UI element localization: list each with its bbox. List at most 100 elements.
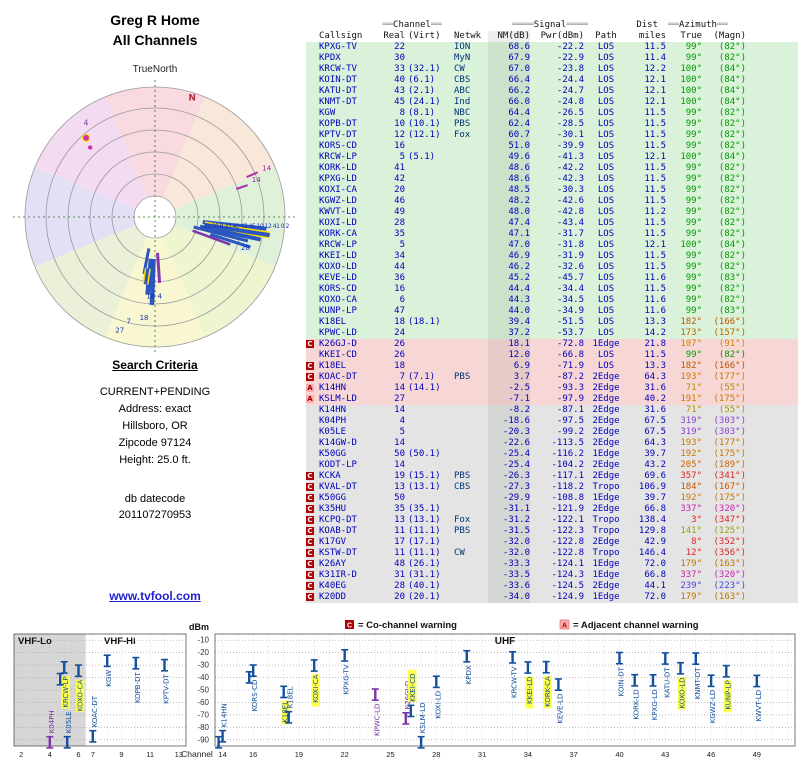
callsign-link[interactable]: K35HU [319, 504, 347, 514]
callsign-link[interactable]: KWVT-LD [319, 207, 357, 217]
callsign-link[interactable]: KPDX [319, 53, 341, 63]
cell-network [450, 185, 488, 196]
callsign-link[interactable]: K14GW-D [319, 438, 357, 448]
callsign-link[interactable]: K04PH [319, 416, 347, 426]
cell-network: CBS [454, 75, 471, 85]
callsign-link[interactable]: K17GV [319, 537, 347, 547]
callsign-link[interactable]: K18EL [319, 317, 347, 327]
callsign-link[interactable]: K05LE [319, 427, 347, 437]
callsign-link[interactable]: KRCW-TV [319, 64, 357, 74]
cell-virtual-channel [405, 207, 450, 218]
table-row: KRCW-LP 5 (5.1) 49.6 -41.3 LOS 12.1 100° (84°) [306, 152, 798, 163]
callsign-link[interactable]: KORS-CD [319, 141, 357, 151]
callsign-link[interactable]: KSTW-DT [319, 548, 357, 558]
callsign-link[interactable]: KKEI-LD [319, 251, 357, 261]
cell-azimuth-magnetic: (163°) [713, 559, 746, 569]
cell-network [450, 383, 488, 394]
cell-path: 2Edge [592, 416, 620, 426]
callsign-link[interactable]: KORK-CA [319, 229, 357, 239]
callsign-link[interactable]: KPTV-DT [319, 130, 357, 140]
callsign-link[interactable]: KPXG-TV [319, 42, 357, 52]
cell-virtual-channel: (10.1) [408, 119, 441, 129]
callsign-link[interactable]: KUNP-LP [319, 306, 357, 316]
station-label: KRCW-LP [62, 676, 70, 707]
callsign-link[interactable]: K14HN [319, 405, 347, 415]
cell-path: LOS [597, 251, 615, 261]
cell-azimuth-magnetic: (82°) [718, 229, 746, 239]
callsign-link[interactable]: KRCW-LP [319, 152, 357, 162]
callsign-link[interactable]: K40EG [319, 581, 347, 591]
signal-marker: KOXI-LD [432, 675, 442, 719]
cell-network [450, 328, 488, 339]
callsign-link[interactable]: KOAB-DT [319, 526, 357, 536]
cell-real-channel: 17 [394, 537, 405, 547]
cell-real-channel: 5 [399, 427, 405, 437]
cell-azimuth-magnetic: (347°) [713, 515, 746, 525]
callsign-link[interactable]: KVAL-DT [319, 482, 357, 492]
x-tick-label: 22 [341, 750, 349, 759]
cell-virtual-channel: (24.1) [408, 97, 441, 107]
callsign-link[interactable]: KEVE-LD [319, 273, 357, 283]
table-row: KOXO-CA 6 44.3 -34.5 LOS 11.6 99° (82°) [306, 295, 798, 306]
table-row: C K40EG 28 (40.1) -33.6 -124.5 2Edge 44.1 239° (2… [306, 581, 798, 592]
search-criteria-line: Height: 25.0 ft. [119, 454, 191, 466]
callsign-link[interactable]: K26AY [319, 559, 347, 569]
header-magn: (Magn) [713, 31, 746, 41]
callsign-link[interactable]: KKEI-CD [319, 350, 357, 360]
cell-power-dbm: -93.3 [556, 383, 584, 393]
callsign-link[interactable]: K50GG [319, 449, 347, 459]
table-row: KKEI-LD 34 46.9 -31.9 LOS 11.5 99° (82°) [306, 251, 798, 262]
table-row: C K35HU 35 (35.1) -31.1 -121.9 2Edge 66.8 337° (3… [306, 504, 798, 515]
signal-marker: KPTV-DT [161, 658, 171, 704]
callsign-link[interactable]: KPXG-LD [319, 174, 357, 184]
cell-azimuth-magnetic: (177°) [713, 372, 746, 382]
callsign-link[interactable]: KPWC-LD [319, 328, 357, 338]
callsign-link[interactable]: K18EL [319, 361, 347, 371]
callsign-link[interactable]: KOAC-DT [319, 372, 357, 382]
callsign-link[interactable]: K31IR-D [319, 570, 357, 580]
callsign-link[interactable]: KOXI-LD [319, 218, 357, 228]
callsign-link[interactable]: KOIN-DT [319, 75, 357, 85]
callsign-link[interactable]: KGWZ-LD [319, 196, 357, 206]
callsign-link[interactable]: KRCW-LP [319, 240, 357, 250]
tvfool-link[interactable]: www.tvfool.com [109, 589, 201, 603]
callsign-link[interactable]: KNMT-DT [319, 97, 357, 107]
callsign-link[interactable]: KOXO-LD [319, 262, 357, 272]
cell-nm-db: -7.1 [488, 394, 530, 405]
radar-signal-spoke [209, 232, 251, 249]
cell-real-channel: 12 [394, 130, 405, 140]
vhf-panel [13, 633, 187, 747]
callsign-link[interactable]: KOPB-DT [319, 119, 357, 129]
warning-flag: C [306, 494, 314, 502]
x-tick-label: 49 [753, 750, 761, 759]
callsign-link[interactable]: KGW [319, 108, 336, 118]
callsign-link[interactable]: KOXO-CA [319, 295, 357, 305]
warning-flag: C [306, 571, 314, 579]
cell-virtual-channel [405, 218, 450, 229]
station-label: KOAC-DT [91, 695, 99, 727]
callsign-link[interactable]: KCKA [319, 471, 341, 481]
callsign-link[interactable]: KOXI-CA [319, 185, 357, 195]
callsign-link[interactable]: KSLM-LD [319, 394, 357, 404]
cell-nm-db: 66.0 [488, 97, 530, 108]
callsign-link[interactable]: KCPQ-DT [319, 515, 357, 525]
cell-azimuth-magnetic: (356°) [713, 548, 746, 558]
cell-azimuth-true: 99° [685, 262, 702, 272]
warning-flag: A [306, 384, 314, 392]
header-miles: miles [638, 31, 666, 41]
cell-azimuth-true: 99° [685, 218, 702, 228]
callsign-link[interactable]: KORK-LD [319, 163, 357, 173]
cell-azimuth-true: 99° [685, 163, 702, 173]
cell-azimuth-magnetic: (189°) [713, 460, 746, 470]
cell-real-channel: 28 [394, 218, 405, 228]
callsign-link[interactable]: KODT-LP [319, 460, 357, 470]
cell-power-dbm: -118.2 [551, 482, 584, 492]
callsign-link[interactable]: K50GG [319, 493, 347, 503]
callsign-link[interactable]: K20DD [319, 592, 347, 602]
callsign-link[interactable]: KATU-DT [319, 86, 357, 96]
cell-network [450, 449, 488, 460]
station-label: KOXI-LD [434, 691, 442, 719]
callsign-link[interactable]: KORS-CD [319, 284, 357, 294]
callsign-link[interactable]: K14HN [319, 383, 347, 393]
callsign-link[interactable]: K26GJ-D [319, 339, 357, 349]
